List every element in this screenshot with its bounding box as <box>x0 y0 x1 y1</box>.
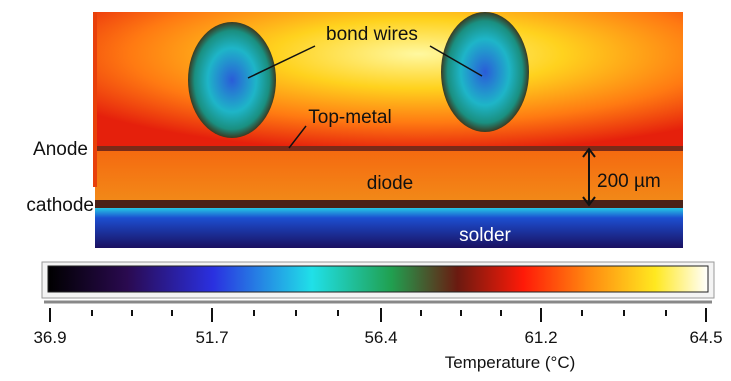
top-metal-line <box>95 146 683 151</box>
cathode-line <box>95 200 683 208</box>
tick-marks <box>49 308 707 322</box>
tick-label: 56.4 <box>364 328 397 347</box>
colorbar: 36.9 51.7 56.4 61.2 64.5 Temperature (°C… <box>33 261 723 372</box>
tick-label: 64.5 <box>689 328 722 347</box>
bond-wire-right <box>441 12 529 132</box>
diode-region <box>95 151 683 203</box>
annotations: bond wires Top-metal diode 200 µm solder… <box>26 24 660 246</box>
label: solder <box>459 225 511 246</box>
tick-label: 36.9 <box>33 328 66 347</box>
tick-label: 51.7 <box>195 328 228 347</box>
thermal-image <box>93 12 683 248</box>
colorbar-gradient <box>47 265 709 293</box>
label: bond wires <box>326 24 418 45</box>
pointer <box>429 45 483 77</box>
label: diode <box>367 173 414 194</box>
scale-arrows <box>582 147 596 207</box>
edge-strip <box>93 12 97 187</box>
bond-wire-left <box>188 22 276 138</box>
label: 200 µm <box>597 171 661 192</box>
tick-label: 61.2 <box>524 328 557 347</box>
label: Top-metal <box>308 107 391 128</box>
pointer <box>288 125 307 149</box>
side-label: Anode <box>33 139 88 160</box>
side-label: cathode <box>26 195 94 216</box>
solder-region <box>95 208 683 248</box>
colorbar-title: Temperature (°C) <box>445 353 576 372</box>
pointer <box>247 45 316 79</box>
